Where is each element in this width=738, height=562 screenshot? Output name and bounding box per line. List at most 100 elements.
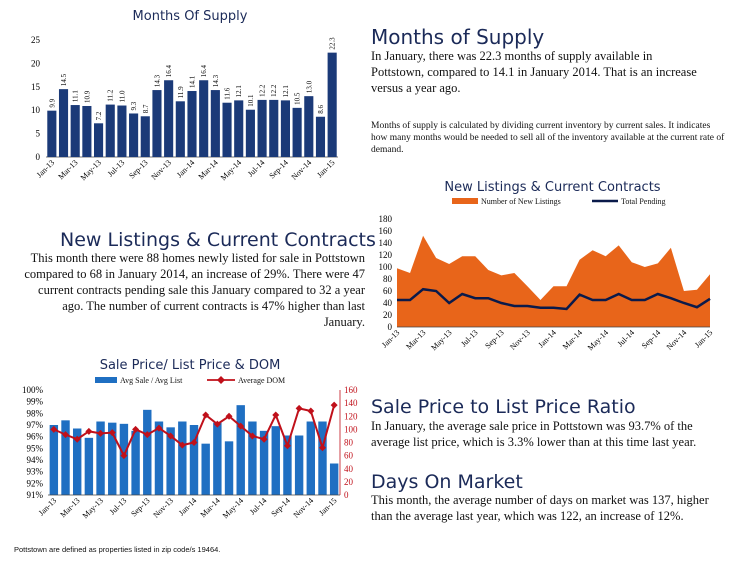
dom-point xyxy=(155,424,163,432)
sale-y-left-tick: 91% xyxy=(27,490,44,500)
supply-bar xyxy=(94,123,104,157)
dom-paragraph: This month, the average number of days o… xyxy=(371,493,709,523)
supply-bar xyxy=(304,96,314,157)
supply-data-label: 12.1 xyxy=(282,85,290,98)
dom-point xyxy=(330,401,338,409)
supply-y-tick: 5 xyxy=(36,129,41,139)
supply-bar xyxy=(327,52,337,157)
supply-bar xyxy=(47,110,57,157)
dom-point xyxy=(318,444,326,452)
supply-bar xyxy=(70,105,80,157)
supply-paragraph: In January, there was 22.3 months of sup… xyxy=(371,49,697,95)
listings-x-tick: Nov-14 xyxy=(665,328,689,352)
supply-data-label: 10.5 xyxy=(294,92,302,105)
sale-paragraph: In January, the average sale price in Po… xyxy=(371,419,697,449)
dom-point xyxy=(295,404,303,412)
listings-paragraph: This month there were 88 homes newly lis… xyxy=(24,251,365,329)
sale-ratio-bar xyxy=(49,425,59,495)
sale-ratio-bar xyxy=(306,421,316,495)
supply-x-tick: Jan-14 xyxy=(175,158,196,179)
supply-bar xyxy=(269,99,279,157)
legend-swatch-new-listings xyxy=(452,198,478,204)
listings-x-tick: Sep-14 xyxy=(640,328,662,350)
sale-ratio-bar xyxy=(248,421,257,495)
dom-heading: Days On Market xyxy=(371,471,523,493)
dom-point xyxy=(97,429,105,437)
listings-chart: 0 20 40 60 80 100 120 140 160 180 Number of New Li… xyxy=(379,197,715,352)
listings-y-tick: 180 xyxy=(379,214,393,224)
legend-label-pending: Total Pending xyxy=(621,197,666,206)
supply-x-tick: Mar-13 xyxy=(56,158,79,181)
sale-y-left-tick: 94% xyxy=(27,455,44,465)
supply-data-label: 13.0 xyxy=(305,80,313,93)
sale-y-right-tick: 0 xyxy=(344,490,349,500)
supply-bar xyxy=(164,80,174,157)
supply-bar xyxy=(175,101,185,157)
sale-ratio-bar xyxy=(143,409,152,495)
listings-y-tick: 140 xyxy=(379,238,393,248)
sale-y-right-tick: 160 xyxy=(344,385,358,395)
sale-ratio-bar xyxy=(154,421,164,495)
supply-bar xyxy=(245,109,255,157)
dom-point xyxy=(167,432,175,440)
supply-bar xyxy=(105,104,115,157)
supply-data-label: 14.3 xyxy=(212,74,220,87)
supply-bar xyxy=(152,90,162,157)
sale-x-tick: May-14 xyxy=(221,496,245,520)
listings-y-tick: 20 xyxy=(383,310,393,320)
supply-x-tick: Jul-14 xyxy=(246,158,267,179)
legend-marker-dom xyxy=(217,376,225,384)
sale-x-tick: Sep-13 xyxy=(129,496,151,518)
supply-chart-title: Months Of Supply xyxy=(132,9,248,24)
supply-data-label: 12.2 xyxy=(259,84,267,97)
listings-y-tick: 40 xyxy=(383,298,393,308)
listings-x-tick: May-14 xyxy=(586,328,610,352)
sale-chart-title: Sale Price/ List Price & DOM xyxy=(99,358,281,373)
listings-y-tick: 160 xyxy=(379,226,393,236)
sale-ratio-bar xyxy=(213,422,222,495)
supply-data-label: 8.7 xyxy=(142,104,150,113)
supply-y-tick: 0 xyxy=(36,152,41,162)
supply-bar xyxy=(292,107,302,157)
listings-chart-title: New Listings & Current Contracts xyxy=(444,180,661,195)
dom-point xyxy=(283,442,291,450)
sale-x-tick: Mar-13 xyxy=(58,496,81,519)
legend-label-sale-ratio: Avg Sale / Avg List xyxy=(120,376,183,385)
sale-x-tick: Nov-13 xyxy=(151,496,175,520)
sale-x-tick: Sep-14 xyxy=(269,496,291,518)
supply-y-tick: 20 xyxy=(31,58,41,68)
supply-x-tick: Mar-14 xyxy=(197,158,220,181)
supply-data-label: 12.2 xyxy=(270,84,278,97)
sale-y-left-tick: 96% xyxy=(27,432,44,442)
listings-x-tick: Mar-13 xyxy=(404,328,427,351)
supply-data-label: 11.1 xyxy=(72,90,80,102)
sale-y-left-tick: 93% xyxy=(27,467,44,477)
supply-data-label: 16.4 xyxy=(200,64,208,77)
supply-x-tick: Sep-13 xyxy=(127,158,149,180)
sale-y-right-tick: 60 xyxy=(344,451,354,461)
sale-y-left-tick: 99% xyxy=(27,397,44,407)
dom-point xyxy=(237,422,245,430)
dom-point xyxy=(73,435,81,443)
sale-y-right-tick: 80 xyxy=(344,438,354,448)
sale-y-left-tick: 95% xyxy=(27,443,44,453)
sale-y-left-tick: 100% xyxy=(22,385,44,395)
supply-data-label: 9.3 xyxy=(130,101,138,110)
sale-ratio-bar xyxy=(61,420,70,495)
supply-data-label: 8.6 xyxy=(317,105,325,114)
supply-x-tick: May-13 xyxy=(79,158,103,182)
supply-data-label: 11.0 xyxy=(118,90,126,102)
supply-x-tick: Nov-14 xyxy=(290,158,314,182)
listings-x-tick: Sep-13 xyxy=(483,328,505,350)
listings-x-tick: Jul-13 xyxy=(459,328,480,349)
sale-ratio-bar xyxy=(294,435,304,495)
sale-ratio-bar xyxy=(119,423,129,495)
supply-bar xyxy=(234,100,244,157)
listings-area-series xyxy=(397,235,710,327)
supply-data-label: 12.1 xyxy=(235,85,243,98)
supply-y-tick: 10 xyxy=(31,105,41,115)
supply-y-tick: 15 xyxy=(31,82,41,92)
sale-ratio-bar xyxy=(271,426,280,495)
supply-x-tick: Jan-15 xyxy=(315,158,336,179)
dom-point xyxy=(85,427,93,435)
